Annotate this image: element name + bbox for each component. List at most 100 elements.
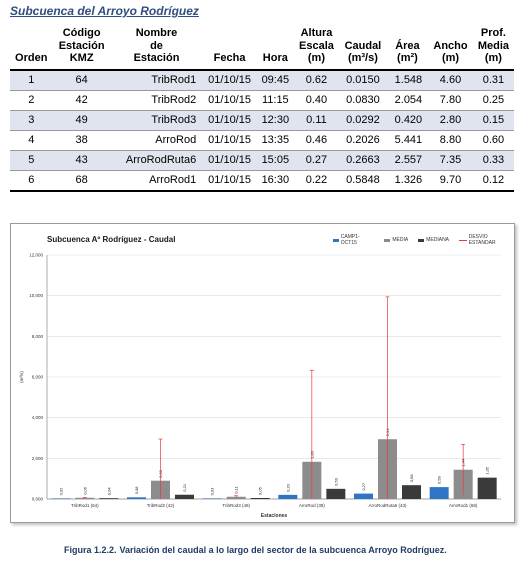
chart-frame: Subcuenca Aº Rodríguez - Caudal CAMP1-OC… [10,223,515,523]
cell-nombre: TribRod2 [110,90,203,111]
cell-caudal: 0.5848 [339,170,387,192]
col-altura: Altura Escala (m) [293,26,340,71]
cell-nombre: TribRod1 [110,69,203,91]
cell-caudal: 0.0292 [339,110,387,131]
cell-altura: 0.27 [293,150,340,171]
cell-area: 1.326 [386,170,429,192]
x-tick-label: TribRod1 (64) [71,503,99,508]
cell-fecha: 01/10/15 [202,69,257,91]
cell-hora: 09:45 [256,69,294,91]
bar-camp1-oct15 [278,494,298,499]
cell-hora: 13:35 [256,130,294,151]
cell-caudal: 0.2026 [339,130,387,151]
cell-hora: 15:05 [256,150,294,171]
y-tick-label: 10,000 [29,293,43,298]
table-row: 1 64 TribRod1 01/10/15 09:45 0.62 0.0150 1.548 4… [10,69,514,91]
table-row: 3 49 TribRod3 01/10/15 12:30 0.11 0.0292 0.420 2… [10,110,514,131]
data-label: 0,27 [361,482,366,491]
data-label: 0,58 [437,476,442,485]
cell-area: 2.557 [386,150,429,171]
legend-item-media: MEDIA [384,234,408,246]
cell-nombre: ArroRod [110,130,203,151]
x-tick-label: TribRod3 (49) [222,503,250,508]
cell-codigo: 64 [52,69,111,91]
section-title: Subcuenca del Arroyo Rodríguez [10,4,199,18]
legend-swatch [333,238,339,242]
legend-swatch [418,238,425,242]
figure-caption: Figura 1.2.2. Variación del caudal a lo l… [64,545,447,555]
cell-prof: 0.15 [472,110,514,131]
data-label: 0,04 [106,487,111,496]
cell-prof: 0.33 [472,150,514,171]
data-label: 1,05 [485,466,490,475]
cell-fecha: 01/10/15 [202,110,257,131]
legend-item-camp: CAMP1-OCT15 [333,234,374,246]
chart-legend: CAMP1-OCT15 MEDIA MEDIANA DESVIO ESTANDA… [333,234,514,246]
y-tick-label: 6,000 [32,375,44,380]
data-label: 0,11 [234,485,239,493]
cell-fecha: 01/10/15 [202,170,257,192]
data-label: 0,68 [409,474,414,483]
cell-ancho: 7.80 [428,90,473,111]
col-prof: Prof. Media (m) [472,26,514,71]
cell-codigo: 43 [52,150,111,171]
bar-media [75,497,95,499]
cell-orden: 2 [10,90,53,111]
table-row: 2 42 TribRod2 01/10/15 11:15 0.40 0.0830 2.054 7… [10,90,514,111]
cell-orden: 6 [10,170,53,192]
table-row: 4 38 ArroRod 01/10/15 13:35 0.46 0.2026 5.441 8.… [10,130,514,151]
cell-hora: 12:30 [256,110,294,131]
y-tick-label: 12,000 [29,253,43,258]
col-codigo: Código Estación KMZ [52,26,111,71]
cell-prof: 0.25 [472,90,514,111]
col-area: Área (m²) [386,26,429,71]
data-label: 0,08 [134,486,139,495]
cell-caudal: 0.0150 [339,69,387,91]
y-axis-label: (m³/s) [19,371,24,383]
y-tick-label: 8,000 [32,334,44,339]
col-nombre: Nombre de Estación [110,26,203,71]
legend-item-mediana: MEDIANA [418,234,449,246]
cell-altura: 0.46 [293,130,340,151]
cell-hora: 16:30 [256,170,294,192]
cell-ancho: 7.35 [428,150,473,171]
legend-label: MEDIANA [426,237,450,243]
cell-fecha: 01/10/15 [202,130,257,151]
y-tick-label: 4,000 [32,415,44,420]
cell-prof: 0.31 [472,69,514,91]
bar-camp1-oct15 [51,498,71,499]
cell-ancho: 9.70 [428,170,473,192]
col-ancho: Ancho (m) [428,26,473,71]
bar-camp1-oct15 [127,497,146,499]
cell-orden: 4 [10,130,53,151]
x-tick-label: ArroRod1 (68) [449,503,478,508]
cell-codigo: 68 [52,170,111,192]
cell-ancho: 4.60 [428,69,473,91]
cell-fecha: 01/10/15 [202,90,257,111]
x-tick-label: ArroRod (38) [299,503,326,508]
data-label: 0,50 [333,477,338,486]
data-label: 0,20 [285,483,290,492]
caudal-chart: 0,000 2,000 4,000 6,000 8,000 10,000 12,000 (m³… [19,253,501,519]
cell-area: 2.054 [386,90,429,111]
data-label: 0,21 [182,483,187,492]
cell-codigo: 38 [52,130,111,151]
bar-camp1-oct15 [202,498,222,499]
cell-nombre: ArroRodRuta6 [110,150,203,171]
station-table: Orden Código Estación KMZ Nombre de Estación… [10,26,514,192]
x-tick-label: ArroRodRuta6 (43) [368,503,407,508]
bar-mediana [175,494,194,499]
col-fecha: Fecha [202,26,257,71]
figure-number: Figura 1.2.2. [64,545,117,555]
bar-mediana [99,498,119,499]
cell-ancho: 2.80 [428,110,473,131]
cell-fecha: 01/10/15 [202,150,257,171]
cell-orden: 1 [10,69,53,91]
legend-swatch [384,238,391,242]
y-tick-label: 2,000 [32,456,44,461]
bar-mediana [402,485,421,499]
chart-title: Subcuenca Aº Rodríguez - Caudal [47,235,176,244]
cell-altura: 0.62 [293,69,340,91]
legend-label: CAMP1-OCT15 [340,234,360,246]
data-label: 0,06 [82,486,87,495]
